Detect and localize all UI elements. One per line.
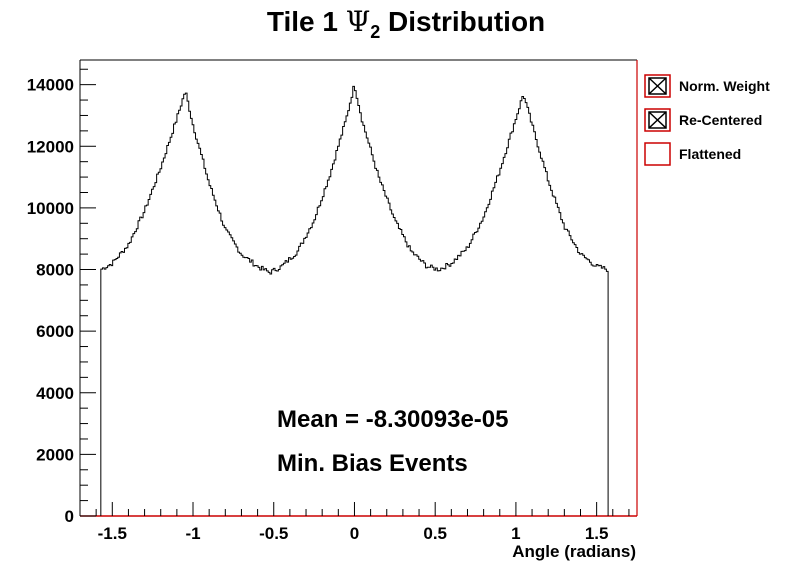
histogram-series	[100, 85, 609, 516]
y-tick-label: 4000	[36, 384, 74, 403]
y-tick-label: 14000	[27, 76, 74, 95]
tick-labels: 0 2000 4000 6000 8000 10000 12000 14000 -1.5 -1 -0…	[27, 76, 609, 543]
y-tick-label: 10000	[27, 199, 74, 218]
plot-frame	[79, 59, 638, 517]
legend-marker-norm-weight	[648, 77, 667, 95]
y-tick-label: 12000	[27, 137, 74, 156]
chart-title: Tile 1 Ψ2 Distribution	[267, 5, 545, 42]
legend-item-flattened: Flattened	[644, 142, 741, 166]
legend-item-re-centered: Re-Centered	[644, 108, 762, 132]
x-tick-label: 1	[511, 524, 520, 543]
title-psi-symbol: Ψ	[346, 5, 371, 38]
legend-label-re-centered: Re-Centered	[679, 112, 762, 128]
x-tick-label: -1	[185, 524, 200, 543]
annotation-events: Min. Bias Events	[277, 450, 468, 477]
y-tick-label: 8000	[36, 261, 74, 280]
x-tick-label: 1.5	[585, 524, 609, 543]
y-tick-label: 0	[65, 507, 74, 526]
x-tick-label: 0.5	[423, 524, 447, 543]
legend-label-norm-weight: Norm. Weight	[679, 78, 770, 94]
y-tick-label: 6000	[36, 322, 74, 341]
x-tick-label: -1.5	[98, 524, 127, 543]
annotation-mean: Mean = -8.30093e-05	[277, 406, 508, 433]
x-tick-label: -0.5	[259, 524, 288, 543]
x-tick-label: 0	[350, 524, 359, 543]
title-rest: Distribution	[380, 6, 545, 37]
axis-ticks	[79, 68, 630, 517]
histogram-line-norm-weight	[100, 85, 609, 516]
legend-marker-re-centered	[648, 111, 667, 129]
legend: Norm. Weight Re-Centered Flattened	[644, 74, 770, 166]
legend-marker-flattened	[644, 142, 671, 166]
y-tick-label: 2000	[36, 445, 74, 464]
x-axis-label: Angle (radians)	[512, 542, 636, 561]
title-subscript: 2	[370, 22, 380, 42]
legend-label-flattened: Flattened	[679, 146, 741, 162]
legend-item-norm-weight: Norm. Weight	[644, 74, 770, 98]
title-main: Tile 1	[267, 6, 346, 37]
